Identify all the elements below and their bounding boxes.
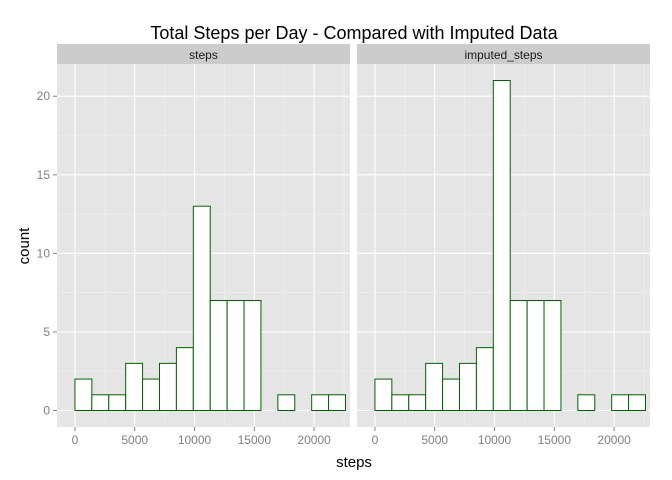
x-tick-label: 5000 — [121, 433, 148, 447]
histogram-bar — [408, 394, 427, 411]
facet-panel-steps: steps 0 5000 10000 15000 20000 — [57, 44, 350, 447]
histogram-bar — [158, 362, 177, 412]
histogram-bar — [611, 394, 630, 411]
x-tick-label: 15000 — [538, 433, 572, 447]
histogram-bar — [577, 394, 596, 411]
x-tick-label: 20000 — [297, 433, 331, 447]
x-tick-label: 0 — [72, 433, 79, 447]
histogram-bar — [125, 362, 144, 412]
histogram-bar — [543, 300, 562, 411]
histogram-bar — [311, 394, 330, 411]
histogram-bar — [226, 300, 245, 411]
histogram-bars — [374, 80, 647, 412]
x-tick-label: 0 — [372, 433, 379, 447]
x-tick-label: 15000 — [238, 433, 272, 447]
y-tick-label: 20 — [37, 89, 51, 103]
y-axis: 0 5 10 15 20 — [37, 89, 57, 418]
histogram-bar — [442, 378, 460, 412]
histogram-bar — [425, 362, 444, 412]
facet-strip-label: steps — [189, 48, 218, 62]
histogram-bar — [142, 378, 160, 412]
facet-strip-label: imputed_steps — [464, 48, 542, 62]
histogram-bars — [74, 205, 347, 412]
facet-panel-imputed_steps: imputed_steps 0 5000 10000 15000 20000 — [357, 44, 650, 447]
x-tick-label: 10000 — [478, 433, 512, 447]
chart-title: Total Steps per Day - Compared with Impu… — [150, 23, 558, 43]
facet-strip — [57, 44, 350, 64]
y-tick-label: 10 — [37, 246, 51, 260]
histogram-bar — [475, 347, 494, 411]
histogram-bar — [391, 394, 410, 411]
y-tick-label: 15 — [37, 168, 51, 182]
histogram-bar — [328, 394, 347, 411]
y-tick-label: 5 — [43, 325, 50, 339]
histogram-bar — [628, 394, 647, 411]
histogram-bar — [458, 362, 477, 412]
x-tick-label: 5000 — [421, 433, 448, 447]
y-tick-label: 0 — [43, 404, 50, 418]
histogram-bar — [175, 347, 194, 411]
y-axis-title: count — [16, 227, 33, 265]
x-axis: 0 5000 10000 15000 20000 — [372, 427, 631, 447]
x-tick-label: 20000 — [597, 433, 631, 447]
histogram-bar — [192, 205, 211, 411]
histogram-bar — [243, 300, 262, 411]
histogram-bar — [108, 394, 127, 411]
x-axis: 0 5000 10000 15000 20000 — [72, 427, 331, 447]
x-tick-label: 10000 — [178, 433, 212, 447]
x-axis-title: steps — [336, 454, 372, 471]
histogram-bar — [74, 378, 93, 412]
histogram-bar — [91, 394, 110, 411]
histogram-bar — [374, 378, 393, 412]
histogram-bar — [526, 300, 545, 411]
histogram-bar — [492, 80, 511, 411]
histogram-bar — [277, 394, 296, 411]
histogram-bar — [209, 300, 228, 411]
histogram-bar — [509, 300, 528, 411]
facet-strip — [357, 44, 650, 64]
